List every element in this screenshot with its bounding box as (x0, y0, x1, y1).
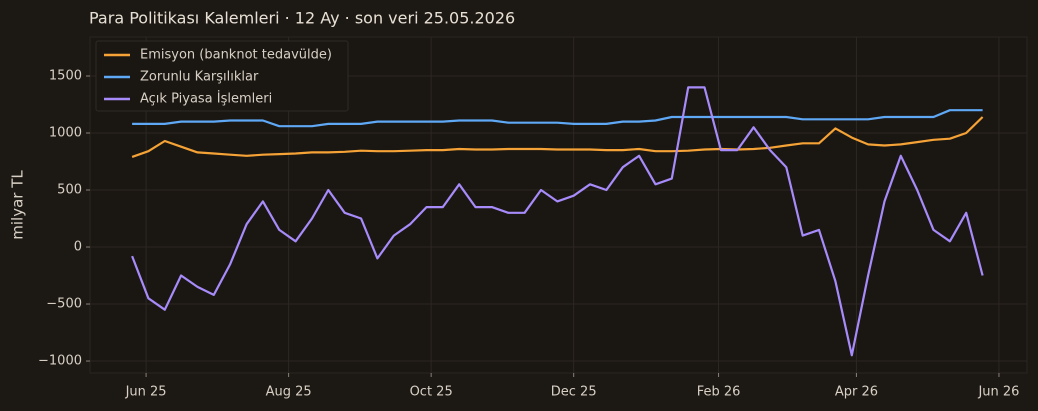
y-axis-label: milyar TL (9, 170, 27, 240)
y-tick-label: −1000 (38, 354, 82, 369)
data-line (132, 109, 983, 128)
y-tick-label: 1000 (49, 126, 82, 141)
x-tick-label: Jun 25 (125, 385, 167, 400)
legend: Emisyon (banknot tedavülde) Zorunlu Karşı… (95, 40, 349, 112)
data-line (131, 116, 984, 158)
legend-label: Zorunlu Karşılıklar (140, 70, 259, 85)
x-tick-label: Oct 25 (410, 385, 453, 400)
legend-box (95, 40, 349, 112)
y-tick-label: 0 (74, 240, 82, 255)
x-tick-label: Dec 25 (551, 385, 597, 400)
x-tick-label: Aug 25 (266, 385, 312, 400)
chart-title: Para Politikası Kalemleri · 12 Ay · son … (89, 9, 515, 28)
x-tick-label: Apr 26 (835, 385, 878, 400)
y-tick-label: 500 (57, 183, 82, 198)
y-tick-label: 1500 (49, 68, 82, 83)
legend-label: Açık Piyasa İşlemleri (140, 91, 272, 107)
data-line (131, 86, 984, 357)
x-tick-label: Feb 26 (697, 385, 741, 400)
y-tick-label: −500 (46, 297, 82, 312)
legend-label: Emisyon (banknot tedavülde) (140, 48, 332, 63)
x-tick-label: Jun 26 (977, 385, 1019, 400)
